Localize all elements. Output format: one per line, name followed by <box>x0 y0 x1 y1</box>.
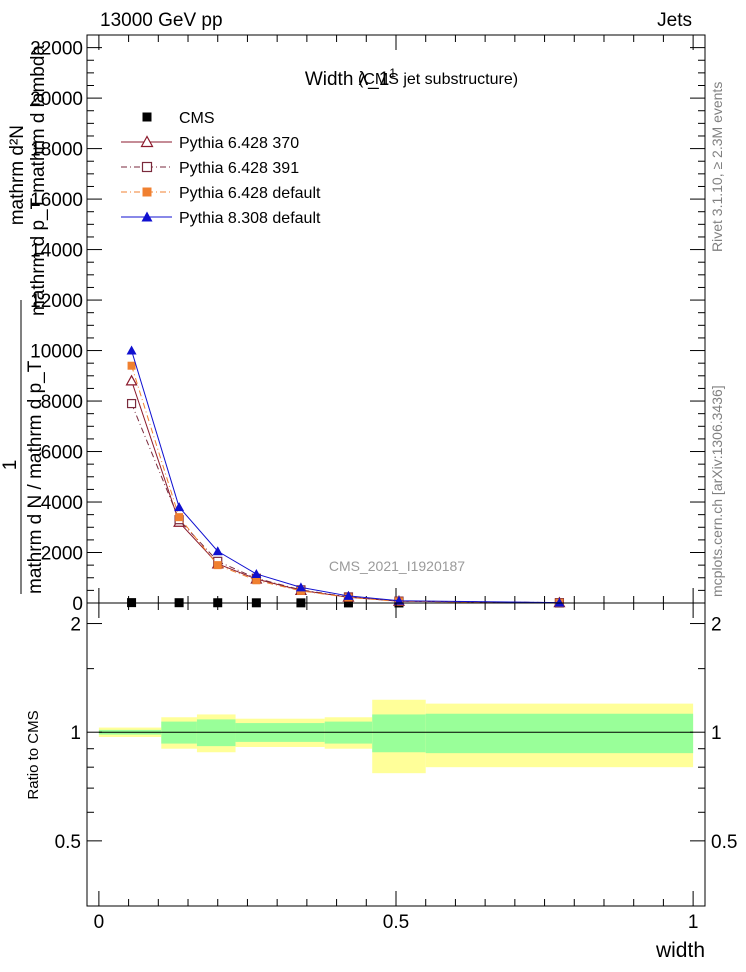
series-4 <box>126 345 565 607</box>
ratio-y-tick-label-right: 1 <box>711 723 722 744</box>
ratio-x-ticks: 0 0.5 1 <box>94 603 699 933</box>
x-axis-label: width <box>655 939 705 962</box>
data-point <box>295 582 306 592</box>
data-point <box>125 374 138 386</box>
ratio-y-tick-label: 0.5 <box>55 832 81 853</box>
mcplots-stamp: mcplots.cern.ch [arXiv:1306.3436] <box>709 385 725 597</box>
legend-label: CMS <box>179 110 215 127</box>
legend-label: Pythia 6.428 370 <box>179 135 299 152</box>
data-point <box>127 361 136 370</box>
ratio-y-tick-label: 1 <box>70 723 81 744</box>
data-point <box>174 502 185 512</box>
y-tick-label: 18000 <box>30 140 83 161</box>
legend-entry: Pythia 6.428 default <box>121 185 321 202</box>
legend-marker <box>141 161 153 173</box>
y-axis-label-numerator: mathrm d²N <box>7 125 28 225</box>
y-tick-label: 20000 <box>30 89 83 110</box>
x-tick-label: 0 <box>94 912 105 933</box>
legend-marker <box>142 187 152 197</box>
legend-label: Pythia 6.428 391 <box>179 160 299 177</box>
data-point <box>251 568 262 578</box>
main-x-ticks <box>98 35 694 603</box>
y-axis-label-one: 1 <box>0 460 21 471</box>
analysis-watermark: CMS_2021_I1920187 <box>329 558 465 574</box>
ratio-y-tick-label: 2 <box>70 615 81 636</box>
series-2 <box>126 398 565 608</box>
y-tick-label: 0 <box>72 594 83 615</box>
y-tick-label: 6000 <box>41 443 83 464</box>
y-tick-label: 12000 <box>30 291 83 312</box>
x-tick-label: 1 <box>688 912 699 933</box>
legend-label: Pythia 8.308 default <box>179 210 321 227</box>
x-tick-label: 0.5 <box>383 912 409 933</box>
data-point <box>343 590 354 600</box>
main-y-tick-labels: 0 2000 4000 6000 8000 10000 12000 14000 16000 180… <box>30 39 83 615</box>
main-y-ticks <box>87 47 705 604</box>
ratio-stat-band <box>372 714 426 753</box>
y-tick-label: 16000 <box>30 190 83 211</box>
legend-entry: CMS <box>142 110 215 127</box>
plot-title: Width λ_11 <box>305 66 396 90</box>
data-point <box>126 345 137 355</box>
legend-entry: Pythia 6.428 370 <box>121 135 299 152</box>
plot-subtitle: (CMS jet substructure) <box>358 71 518 88</box>
ratio-stat-band <box>425 713 694 754</box>
beam-label: 13000 GeV pp <box>100 10 223 31</box>
plot-title-sup: 1 <box>389 66 396 80</box>
y-tick-label: 4000 <box>41 493 83 514</box>
y-axis-label-denominator-1: mathrm d p_T mathrm d lambda <box>28 45 49 316</box>
y-tick-label: 14000 <box>30 241 83 262</box>
data-point <box>175 513 184 522</box>
ratio-y-tick-label-right: 0.5 <box>711 832 737 853</box>
y-axis-label: 1 mathrm d²N mathrm d p_T mathrm d lambd… <box>0 45 49 594</box>
legend: CMS Pythia 6.428 370 Pythia 6.428 391 Pythi… <box>121 110 321 227</box>
y-tick-label: 8000 <box>41 392 83 413</box>
ratio-bands <box>98 699 694 774</box>
y-tick-label: 10000 <box>30 342 83 363</box>
process-label: Jets <box>657 10 692 31</box>
series-line <box>131 350 560 604</box>
legend-entry: Pythia 8.308 default <box>121 210 321 227</box>
legend-label: Pythia 6.428 default <box>179 185 321 202</box>
data-point <box>212 546 223 556</box>
data-point <box>213 561 222 570</box>
y-axis-label-denominator-2: mathrm d N / mathrm d p_T <box>25 360 46 594</box>
plot-title-main: Width λ_1 <box>305 69 389 90</box>
data-point <box>554 597 565 607</box>
y-tick-label: 22000 <box>30 39 83 60</box>
y-tick-label: 2000 <box>41 544 83 565</box>
data-point <box>126 398 137 409</box>
ratio-y-tick-label-right: 2 <box>711 615 722 636</box>
series-line <box>131 365 560 604</box>
legend-entry: Pythia 6.428 391 <box>121 160 299 177</box>
ratio-stat-band <box>196 719 236 747</box>
legend-marker <box>140 135 154 148</box>
ratio-y-label: Ratio to CMS <box>25 710 42 799</box>
legend-marker <box>141 211 153 222</box>
rivet-version-stamp: Rivet 3.1.10, ≥ 2.3M events <box>709 82 725 252</box>
data-point <box>393 595 404 605</box>
ratio-y-ticks: 0.5 0.5 1 1 2 2 <box>55 615 738 853</box>
legend-marker <box>142 112 152 122</box>
data-point <box>252 576 261 585</box>
